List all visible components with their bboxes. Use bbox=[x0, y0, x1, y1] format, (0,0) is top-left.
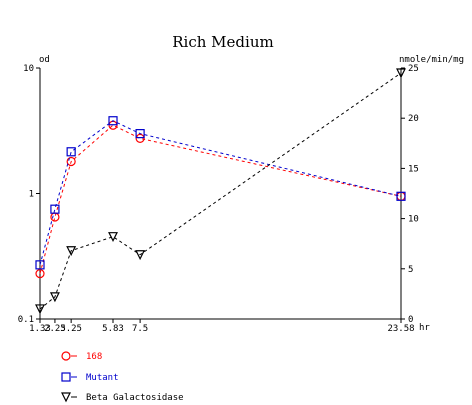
series-1 bbox=[35, 116, 406, 270]
legend-marker bbox=[61, 392, 71, 403]
right-tick-label: 20 bbox=[408, 114, 419, 124]
series-line bbox=[39, 124, 402, 274]
series-0 bbox=[35, 120, 406, 279]
series-line bbox=[39, 72, 402, 310]
data-point bbox=[396, 68, 406, 79]
data-point bbox=[66, 147, 76, 157]
data-point bbox=[50, 212, 60, 222]
legend-item: Beta Galactosidase bbox=[61, 392, 184, 403]
data-point bbox=[135, 133, 145, 143]
data-point bbox=[66, 156, 76, 167]
chart-title: Rich Medium bbox=[172, 33, 273, 51]
data-point bbox=[396, 191, 406, 201]
right-tick-label: 5 bbox=[408, 265, 413, 275]
legend-marker bbox=[61, 372, 71, 382]
x-tick-label: 7.5 bbox=[132, 324, 148, 334]
legend-item: 168 bbox=[61, 351, 102, 362]
data-point bbox=[108, 232, 118, 243]
left-axis-ticks: 0.1 1 10 bbox=[18, 64, 40, 325]
x-axis-label: hr bbox=[419, 323, 430, 333]
right-tick-label: 0 bbox=[408, 315, 413, 325]
legend-label: 168 bbox=[86, 352, 102, 362]
data-point bbox=[49, 292, 60, 303]
x-axis-ticks: 1.332.253.25 5.83 7.5 23.58 bbox=[29, 319, 415, 334]
data-point bbox=[108, 116, 118, 126]
legend-marker bbox=[61, 351, 71, 361]
x-tick-label: 23.58 bbox=[387, 324, 414, 334]
right-axis-ticks: 0 5 10 15 20 25 bbox=[401, 64, 419, 325]
x-tick-label: 3.25 bbox=[60, 324, 82, 334]
x-tick-label: 5.83 bbox=[102, 324, 124, 334]
right-tick-label: 10 bbox=[408, 215, 419, 225]
left-tick-label: 0.1 bbox=[18, 315, 34, 325]
legend: 168 Mutant Beta Galactosidase bbox=[61, 351, 184, 403]
x-tick-label: 1.33 bbox=[29, 324, 51, 334]
data-point bbox=[35, 260, 45, 270]
data-point bbox=[135, 250, 146, 261]
data-point bbox=[50, 204, 60, 214]
right-axis-label: nmole/min/mg bbox=[399, 55, 464, 65]
data-point bbox=[66, 246, 77, 257]
series-2 bbox=[35, 68, 406, 315]
left-axis-label: od bbox=[39, 55, 50, 65]
legend-label: Beta Galactosidase bbox=[86, 393, 184, 403]
series-layer bbox=[35, 68, 406, 315]
right-tick-label: 15 bbox=[408, 164, 419, 174]
legend-label: Mutant bbox=[86, 373, 119, 383]
data-point bbox=[35, 304, 45, 315]
left-tick-label: 1 bbox=[29, 190, 34, 200]
x-tick-label: 2.25 bbox=[44, 324, 66, 334]
series-line bbox=[39, 120, 402, 266]
right-tick-label: 25 bbox=[408, 64, 419, 74]
legend-item: Mutant bbox=[61, 372, 119, 383]
data-point bbox=[35, 269, 45, 279]
data-point bbox=[135, 129, 145, 139]
left-tick-label: 10 bbox=[23, 64, 34, 74]
